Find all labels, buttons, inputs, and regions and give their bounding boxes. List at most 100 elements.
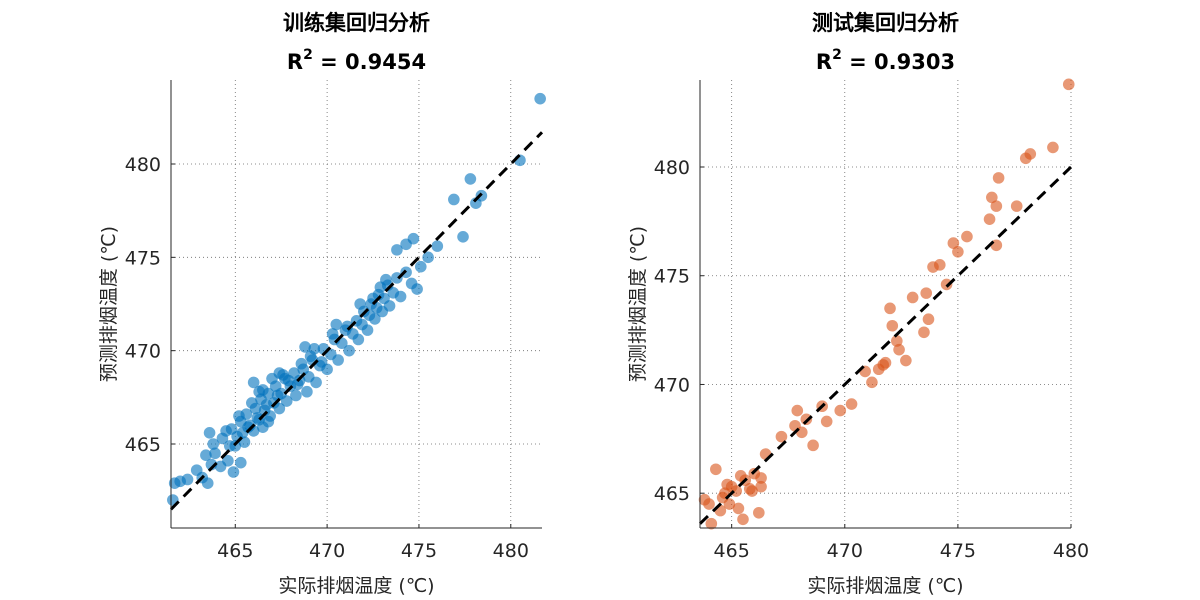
data-point <box>236 427 249 439</box>
data-point <box>961 230 973 243</box>
x-axis-label: 实际排烟温度 (℃) <box>278 575 434 597</box>
data-point <box>280 395 293 407</box>
data-point <box>299 341 311 353</box>
data-point <box>220 425 232 437</box>
data-point <box>990 200 1003 212</box>
data-point <box>262 415 275 428</box>
data-point <box>755 480 767 493</box>
data-point <box>746 485 758 497</box>
y-tick-label: 470 <box>125 341 161 363</box>
x-axis-label: 实际排烟温度 (℃) <box>807 575 963 597</box>
data-point <box>723 498 736 510</box>
y-tick-label: 480 <box>654 157 690 179</box>
scatter-panel-2: 465 470 475 480 465 470 475 480 实际排烟温度 (℃) 预测排烟温度… <box>627 11 1089 597</box>
data-point <box>448 193 460 206</box>
y-tick-label: 465 <box>125 434 161 456</box>
data-point <box>352 333 365 346</box>
y-tick-label: 475 <box>654 266 690 288</box>
data-point <box>400 238 412 251</box>
data-point <box>383 300 396 312</box>
data-point <box>253 385 265 398</box>
data-point <box>315 356 328 368</box>
data-point <box>534 92 546 105</box>
data-point <box>209 447 221 460</box>
data-point <box>1024 148 1037 160</box>
data-point <box>753 506 765 519</box>
y-tick-label: 480 <box>125 154 161 176</box>
x-tick-label: 465 <box>714 540 750 562</box>
data-point <box>273 367 286 379</box>
y-axis-label: 预测排烟温度 (℃) <box>627 226 649 382</box>
data-point <box>200 449 212 462</box>
regression-fit-line <box>698 165 1073 525</box>
y-tick-label: 465 <box>654 483 690 505</box>
data-point <box>900 354 912 367</box>
data-point <box>705 517 718 530</box>
data-point <box>332 354 344 366</box>
data-point <box>181 473 194 486</box>
data-point <box>703 498 715 510</box>
data-point <box>791 404 804 417</box>
data-point <box>290 389 302 402</box>
data-point <box>886 319 899 332</box>
data-point <box>737 513 749 526</box>
data-point <box>940 278 953 291</box>
data-point <box>431 240 444 252</box>
data-point <box>247 376 260 389</box>
data-point <box>755 472 767 484</box>
data-point <box>834 404 847 417</box>
data-point <box>201 477 214 490</box>
x-tick-label: 475 <box>940 540 976 562</box>
data-point <box>906 291 919 304</box>
data-point <box>457 231 469 243</box>
data-point <box>920 287 933 299</box>
r-squared-subtitle: R2 = 0.9303 <box>816 47 955 74</box>
data-point <box>374 281 387 294</box>
data-point <box>251 412 264 424</box>
data-point <box>866 376 878 389</box>
data-point <box>884 302 896 315</box>
data-point <box>947 237 960 249</box>
data-point <box>952 246 964 258</box>
x-tick-label: 475 <box>401 540 437 562</box>
x-tick-label: 480 <box>493 540 529 562</box>
data-point <box>922 313 935 326</box>
data-point <box>807 439 819 452</box>
data-point <box>291 378 304 391</box>
y-tick-label: 470 <box>654 374 690 396</box>
y-tick-label: 475 <box>125 247 161 269</box>
y-axis-label: 预测排烟温度 (℃) <box>98 226 120 382</box>
data-point <box>414 260 427 273</box>
x-tick-label: 465 <box>217 540 253 562</box>
data-point <box>234 456 247 469</box>
data-point <box>845 398 858 410</box>
data-point <box>710 463 722 476</box>
data-point <box>1062 78 1075 91</box>
data-point <box>330 318 343 331</box>
data-point <box>391 244 403 256</box>
x-tick-label: 470 <box>827 540 863 562</box>
data-point <box>203 427 216 439</box>
data-point <box>1047 141 1059 154</box>
data-point <box>732 502 745 515</box>
data-point <box>326 328 339 340</box>
data-point <box>775 430 788 443</box>
x-tick-label: 480 <box>1053 540 1089 562</box>
r-squared-subtitle: R2 = 0.9454 <box>287 47 426 74</box>
data-point <box>730 485 742 497</box>
data-point <box>369 313 381 325</box>
data-point <box>933 259 946 271</box>
data-point <box>246 397 258 409</box>
data-point <box>411 283 423 295</box>
data-point <box>295 357 308 370</box>
data-point <box>891 335 903 347</box>
data-point <box>1010 200 1023 212</box>
data-point <box>893 343 905 356</box>
data-point <box>986 191 998 204</box>
data-point <box>271 389 284 402</box>
data-point <box>394 290 407 303</box>
data-point <box>877 359 890 371</box>
regression-fit-line <box>169 131 544 511</box>
data-point <box>361 324 374 336</box>
